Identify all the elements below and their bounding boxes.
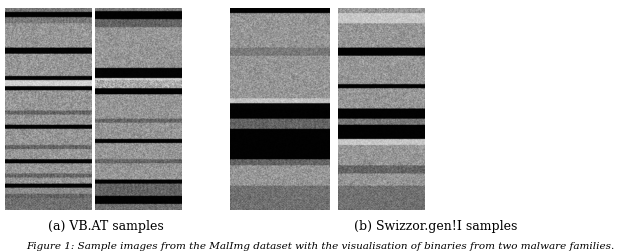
Text: (b) Swizzor.gen!I samples: (b) Swizzor.gen!I samples [353,219,517,232]
Text: Figure 1: Sample images from the MalImg dataset with the visualisation of binari: Figure 1: Sample images from the MalImg … [26,241,614,250]
Text: (a) VB.AT samples: (a) VB.AT samples [48,219,163,232]
